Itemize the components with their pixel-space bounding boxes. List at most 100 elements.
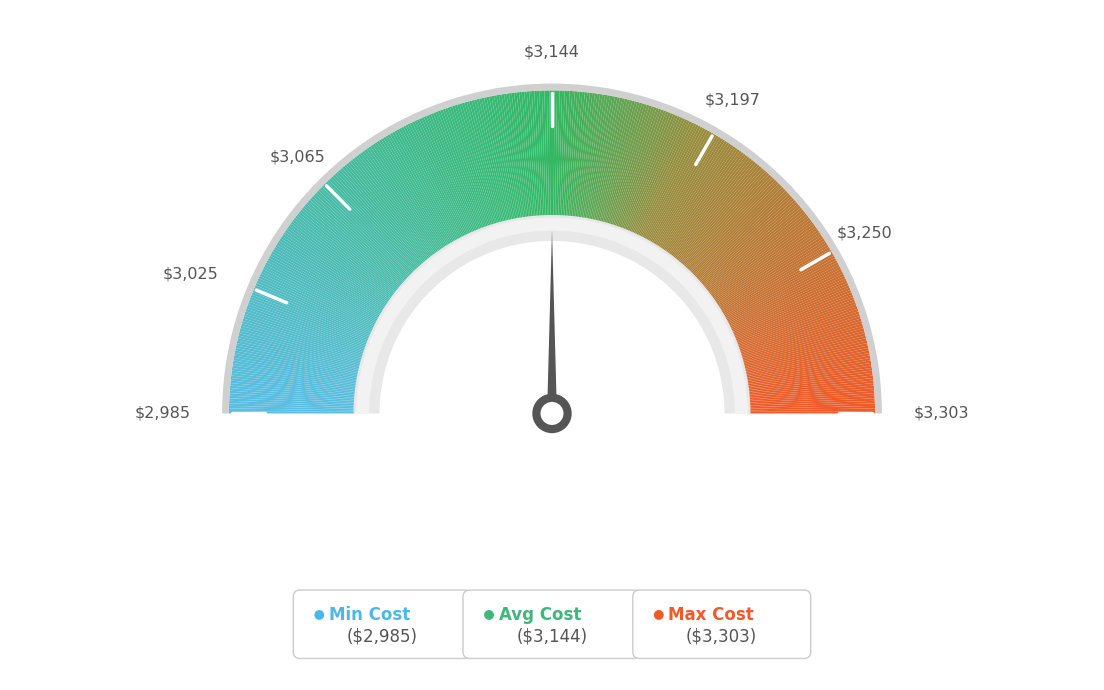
Wedge shape [742, 328, 864, 363]
Wedge shape [726, 264, 840, 324]
Wedge shape [317, 190, 410, 279]
Wedge shape [639, 124, 697, 237]
Wedge shape [414, 120, 469, 235]
Wedge shape [274, 247, 383, 313]
Wedge shape [703, 206, 800, 288]
Wedge shape [289, 224, 393, 299]
Wedge shape [732, 281, 848, 334]
Wedge shape [702, 204, 799, 286]
Wedge shape [230, 383, 355, 397]
Wedge shape [331, 176, 418, 270]
Wedge shape [616, 108, 659, 228]
Wedge shape [237, 338, 360, 369]
Wedge shape [346, 163, 427, 262]
Wedge shape [314, 194, 407, 281]
Wedge shape [326, 181, 415, 273]
Wedge shape [682, 171, 767, 266]
Wedge shape [618, 110, 664, 228]
Wedge shape [288, 226, 392, 300]
Wedge shape [295, 215, 396, 294]
Wedge shape [604, 102, 639, 224]
Wedge shape [242, 321, 363, 358]
Wedge shape [245, 311, 365, 353]
Wedge shape [422, 117, 474, 233]
Wedge shape [690, 184, 781, 274]
Wedge shape [662, 146, 735, 251]
Wedge shape [279, 238, 386, 308]
Wedge shape [587, 96, 613, 220]
Wedge shape [746, 355, 870, 380]
Wedge shape [329, 178, 417, 270]
Wedge shape [742, 326, 863, 362]
Wedge shape [484, 97, 512, 221]
Wedge shape [743, 335, 867, 368]
Wedge shape [745, 351, 869, 377]
Wedge shape [474, 99, 506, 222]
Wedge shape [507, 93, 526, 218]
Wedge shape [591, 97, 617, 220]
Wedge shape [455, 105, 493, 226]
Wedge shape [747, 368, 872, 387]
Wedge shape [262, 269, 375, 327]
Wedge shape [254, 288, 371, 338]
Wedge shape [677, 163, 758, 262]
Wedge shape [362, 150, 437, 254]
Wedge shape [750, 406, 875, 411]
Wedge shape [532, 91, 541, 217]
Wedge shape [447, 107, 489, 227]
Wedge shape [680, 168, 764, 264]
Wedge shape [481, 97, 510, 221]
Wedge shape [461, 103, 499, 224]
Wedge shape [556, 90, 562, 217]
Wedge shape [428, 114, 478, 231]
Wedge shape [371, 145, 443, 250]
Wedge shape [352, 158, 432, 259]
Wedge shape [261, 271, 375, 328]
Wedge shape [233, 360, 358, 383]
Wedge shape [229, 406, 354, 411]
Wedge shape [266, 260, 379, 322]
Wedge shape [636, 121, 692, 236]
Wedge shape [238, 333, 361, 366]
Wedge shape [438, 110, 484, 229]
Wedge shape [379, 139, 448, 247]
Wedge shape [582, 94, 603, 219]
Wedge shape [412, 121, 468, 236]
Wedge shape [571, 92, 585, 217]
Wedge shape [320, 187, 412, 276]
Wedge shape [743, 333, 866, 366]
Wedge shape [720, 245, 829, 312]
Wedge shape [267, 258, 380, 320]
Wedge shape [222, 83, 882, 413]
Wedge shape [611, 105, 649, 226]
Wedge shape [720, 242, 828, 310]
Wedge shape [553, 90, 558, 217]
Wedge shape [321, 185, 413, 275]
Wedge shape [733, 285, 849, 337]
Text: $3,197: $3,197 [704, 93, 761, 108]
Wedge shape [521, 92, 535, 217]
Circle shape [484, 610, 493, 620]
Wedge shape [235, 351, 359, 377]
Wedge shape [424, 116, 475, 233]
Wedge shape [607, 104, 645, 224]
Wedge shape [749, 395, 874, 404]
Wedge shape [749, 380, 873, 395]
Wedge shape [491, 96, 517, 220]
Wedge shape [652, 135, 719, 244]
Wedge shape [595, 98, 625, 221]
Wedge shape [693, 188, 786, 277]
Wedge shape [700, 200, 796, 284]
Wedge shape [269, 255, 380, 319]
Wedge shape [285, 230, 390, 303]
Wedge shape [380, 241, 724, 413]
Wedge shape [627, 115, 678, 232]
Wedge shape [731, 278, 847, 333]
Wedge shape [230, 395, 355, 404]
Wedge shape [479, 98, 509, 221]
Text: $3,025: $3,025 [162, 267, 219, 282]
Wedge shape [659, 142, 730, 248]
Wedge shape [344, 164, 426, 263]
Wedge shape [469, 101, 503, 223]
Wedge shape [232, 366, 357, 386]
